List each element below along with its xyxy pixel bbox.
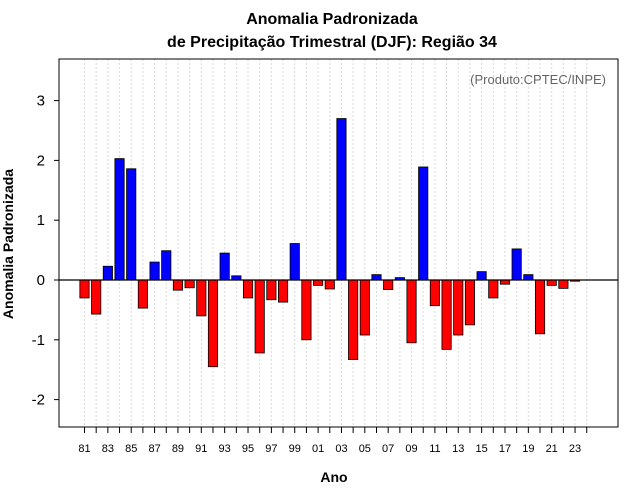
x-tick-label: 11 — [429, 443, 440, 455]
plot-frame — [58, 58, 619, 428]
bar — [254, 279, 265, 354]
y-tick-label: 3 — [37, 93, 45, 110]
x-tick-label: 99 — [289, 443, 301, 455]
x-tick-label: 03 — [335, 443, 347, 455]
bar — [523, 274, 534, 281]
bar — [91, 279, 102, 315]
bar — [161, 250, 172, 281]
bar — [441, 279, 452, 350]
bar — [476, 271, 487, 281]
bar — [301, 279, 312, 341]
x-tick-label: 81 — [78, 443, 90, 455]
chart-title-line1: Anomalia Padronizada — [246, 11, 418, 28]
x-tick-label: 05 — [359, 443, 371, 455]
bar — [219, 252, 230, 281]
x-tick-label: 87 — [148, 443, 160, 455]
bar — [79, 279, 90, 299]
bar — [149, 261, 160, 281]
y-axis-label: Anomalia Padronizada — [0, 169, 16, 319]
bar — [511, 248, 522, 281]
bar — [336, 118, 347, 281]
bar — [406, 279, 417, 344]
bar — [266, 279, 277, 301]
x-tick-label: 97 — [265, 443, 277, 455]
bar — [196, 279, 207, 317]
x-tick-label: 19 — [522, 443, 534, 455]
y-tick-label: -1 — [32, 332, 45, 349]
bar — [499, 279, 511, 285]
y-tick-label: 1 — [37, 212, 45, 229]
x-tick-label: 93 — [219, 443, 231, 455]
bar — [172, 279, 183, 291]
bar — [359, 279, 370, 336]
bar — [324, 279, 335, 290]
y-tick-label: -2 — [32, 392, 45, 409]
x-tick-label: 21 — [546, 443, 558, 455]
x-tick-label: 07 — [382, 443, 394, 455]
bar — [383, 279, 394, 290]
x-tick-label: 01 — [312, 443, 324, 455]
bar — [102, 265, 113, 281]
bar — [558, 279, 569, 289]
bar — [289, 243, 300, 281]
bar — [313, 279, 324, 286]
x-tick-label: 95 — [242, 443, 254, 455]
y-tick-label: 2 — [37, 152, 45, 169]
bar — [453, 279, 464, 336]
x-tick-label: 85 — [125, 443, 137, 455]
bar — [534, 279, 546, 335]
bar — [278, 279, 289, 303]
x-tick-label: 17 — [499, 443, 511, 455]
y-axis: -2 -1 0 1 2 3 — [32, 93, 59, 409]
bar — [231, 275, 242, 281]
bar — [418, 166, 429, 281]
bar — [464, 279, 475, 326]
bar — [207, 279, 219, 368]
x-axis-label: Ano — [320, 469, 347, 485]
bar — [114, 158, 125, 281]
bar — [242, 279, 254, 299]
x-axis: 81 83 85 87 89 91 93 95 97 99 01 03 05 07 09 11 13 15 17 19… — [78, 427, 588, 455]
bar — [546, 279, 557, 286]
bar — [126, 168, 137, 281]
bar — [184, 279, 195, 289]
bar — [371, 274, 382, 281]
y-tick-label: 0 — [37, 272, 45, 289]
x-tick-label: 89 — [172, 443, 184, 455]
bar — [348, 279, 359, 360]
x-tick-label: 13 — [452, 443, 464, 455]
source-note: (Produto:CPTEC/INPE) — [470, 72, 606, 87]
bar — [137, 279, 148, 309]
bar — [429, 279, 440, 307]
x-tick-label: 15 — [475, 443, 487, 455]
bars — [79, 118, 581, 368]
bar — [488, 279, 499, 299]
x-tick-label: 91 — [195, 443, 207, 455]
grid-lines — [84, 59, 588, 427]
x-tick-label: 83 — [102, 443, 114, 455]
chart-title-line2: de Precipitação Trimestral (DJF): Região… — [167, 34, 497, 51]
x-tick-label: 09 — [405, 443, 417, 455]
x-tick-label: 23 — [569, 443, 581, 455]
